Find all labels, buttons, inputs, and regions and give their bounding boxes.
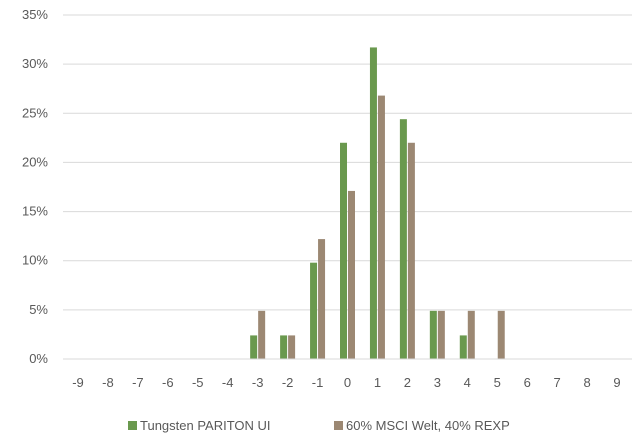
bar-series-1 — [459, 335, 467, 359]
x-tick-label: -8 — [102, 375, 114, 390]
y-tick-label: 35% — [22, 7, 48, 22]
legend-swatch — [334, 421, 343, 430]
y-tick-label: 30% — [22, 56, 48, 71]
bar-series-1 — [399, 119, 407, 359]
bar-series-2 — [497, 310, 505, 359]
bar-series-2 — [407, 142, 415, 359]
bar-series-1 — [280, 335, 288, 359]
x-tick-label: 1 — [374, 375, 381, 390]
x-tick-label: -7 — [132, 375, 144, 390]
x-tick-label: -4 — [222, 375, 234, 390]
x-tick-label: -2 — [282, 375, 294, 390]
x-tick-label: -9 — [72, 375, 84, 390]
y-tick-label: 15% — [22, 204, 48, 219]
y-tick-label: 0% — [29, 351, 48, 366]
bar-series-1 — [250, 335, 258, 359]
x-tick-label: 6 — [524, 375, 531, 390]
x-axis-tick-labels: -9 -8 -7 -6 -5 -4 -3 -2 -1 0 1 2 3 4 5 6 7 8 9 — [72, 375, 620, 390]
bar-series-2 — [318, 239, 326, 359]
y-tick-label: 5% — [29, 302, 48, 317]
bar-series-1 — [340, 142, 347, 359]
bars — [250, 47, 505, 359]
bar-series-1 — [369, 47, 377, 359]
bar-series-2 — [377, 95, 385, 359]
gridlines — [63, 14, 632, 311]
bar-series-2 — [437, 310, 445, 359]
x-tick-label: 7 — [554, 375, 561, 390]
y-axis-tick-labels: 0% 5% 10% 15% 20% 25% 30% 35% — [22, 7, 48, 366]
x-tick-label: -1 — [312, 375, 324, 390]
bar-series-2 — [467, 310, 475, 359]
bar-series-2 — [348, 190, 355, 359]
bar-series-2 — [288, 335, 296, 359]
bar-series-1 — [310, 262, 318, 359]
x-tick-label: -6 — [162, 375, 174, 390]
x-tick-label: 3 — [434, 375, 441, 390]
bar-series-2 — [258, 310, 266, 359]
legend-swatch — [128, 421, 137, 430]
x-tick-label: 9 — [613, 375, 620, 390]
x-tick-label: -5 — [192, 375, 204, 390]
y-tick-label: 20% — [22, 154, 48, 169]
x-tick-label: 4 — [464, 375, 471, 390]
x-tick-label: 0 — [344, 375, 351, 390]
legend: Tungsten PARITON UI 60% MSCI Welt, 40% RE… — [128, 418, 510, 433]
y-tick-label: 10% — [22, 253, 48, 268]
x-tick-label: 5 — [494, 375, 501, 390]
y-tick-label: 25% — [22, 105, 48, 120]
x-tick-label: -3 — [252, 375, 264, 390]
legend-label: 60% MSCI Welt, 40% REXP — [346, 418, 510, 433]
legend-label: Tungsten PARITON UI — [140, 418, 271, 433]
bar-series-1 — [429, 310, 437, 359]
x-tick-label: 2 — [404, 375, 411, 390]
x-tick-label: 8 — [583, 375, 590, 390]
